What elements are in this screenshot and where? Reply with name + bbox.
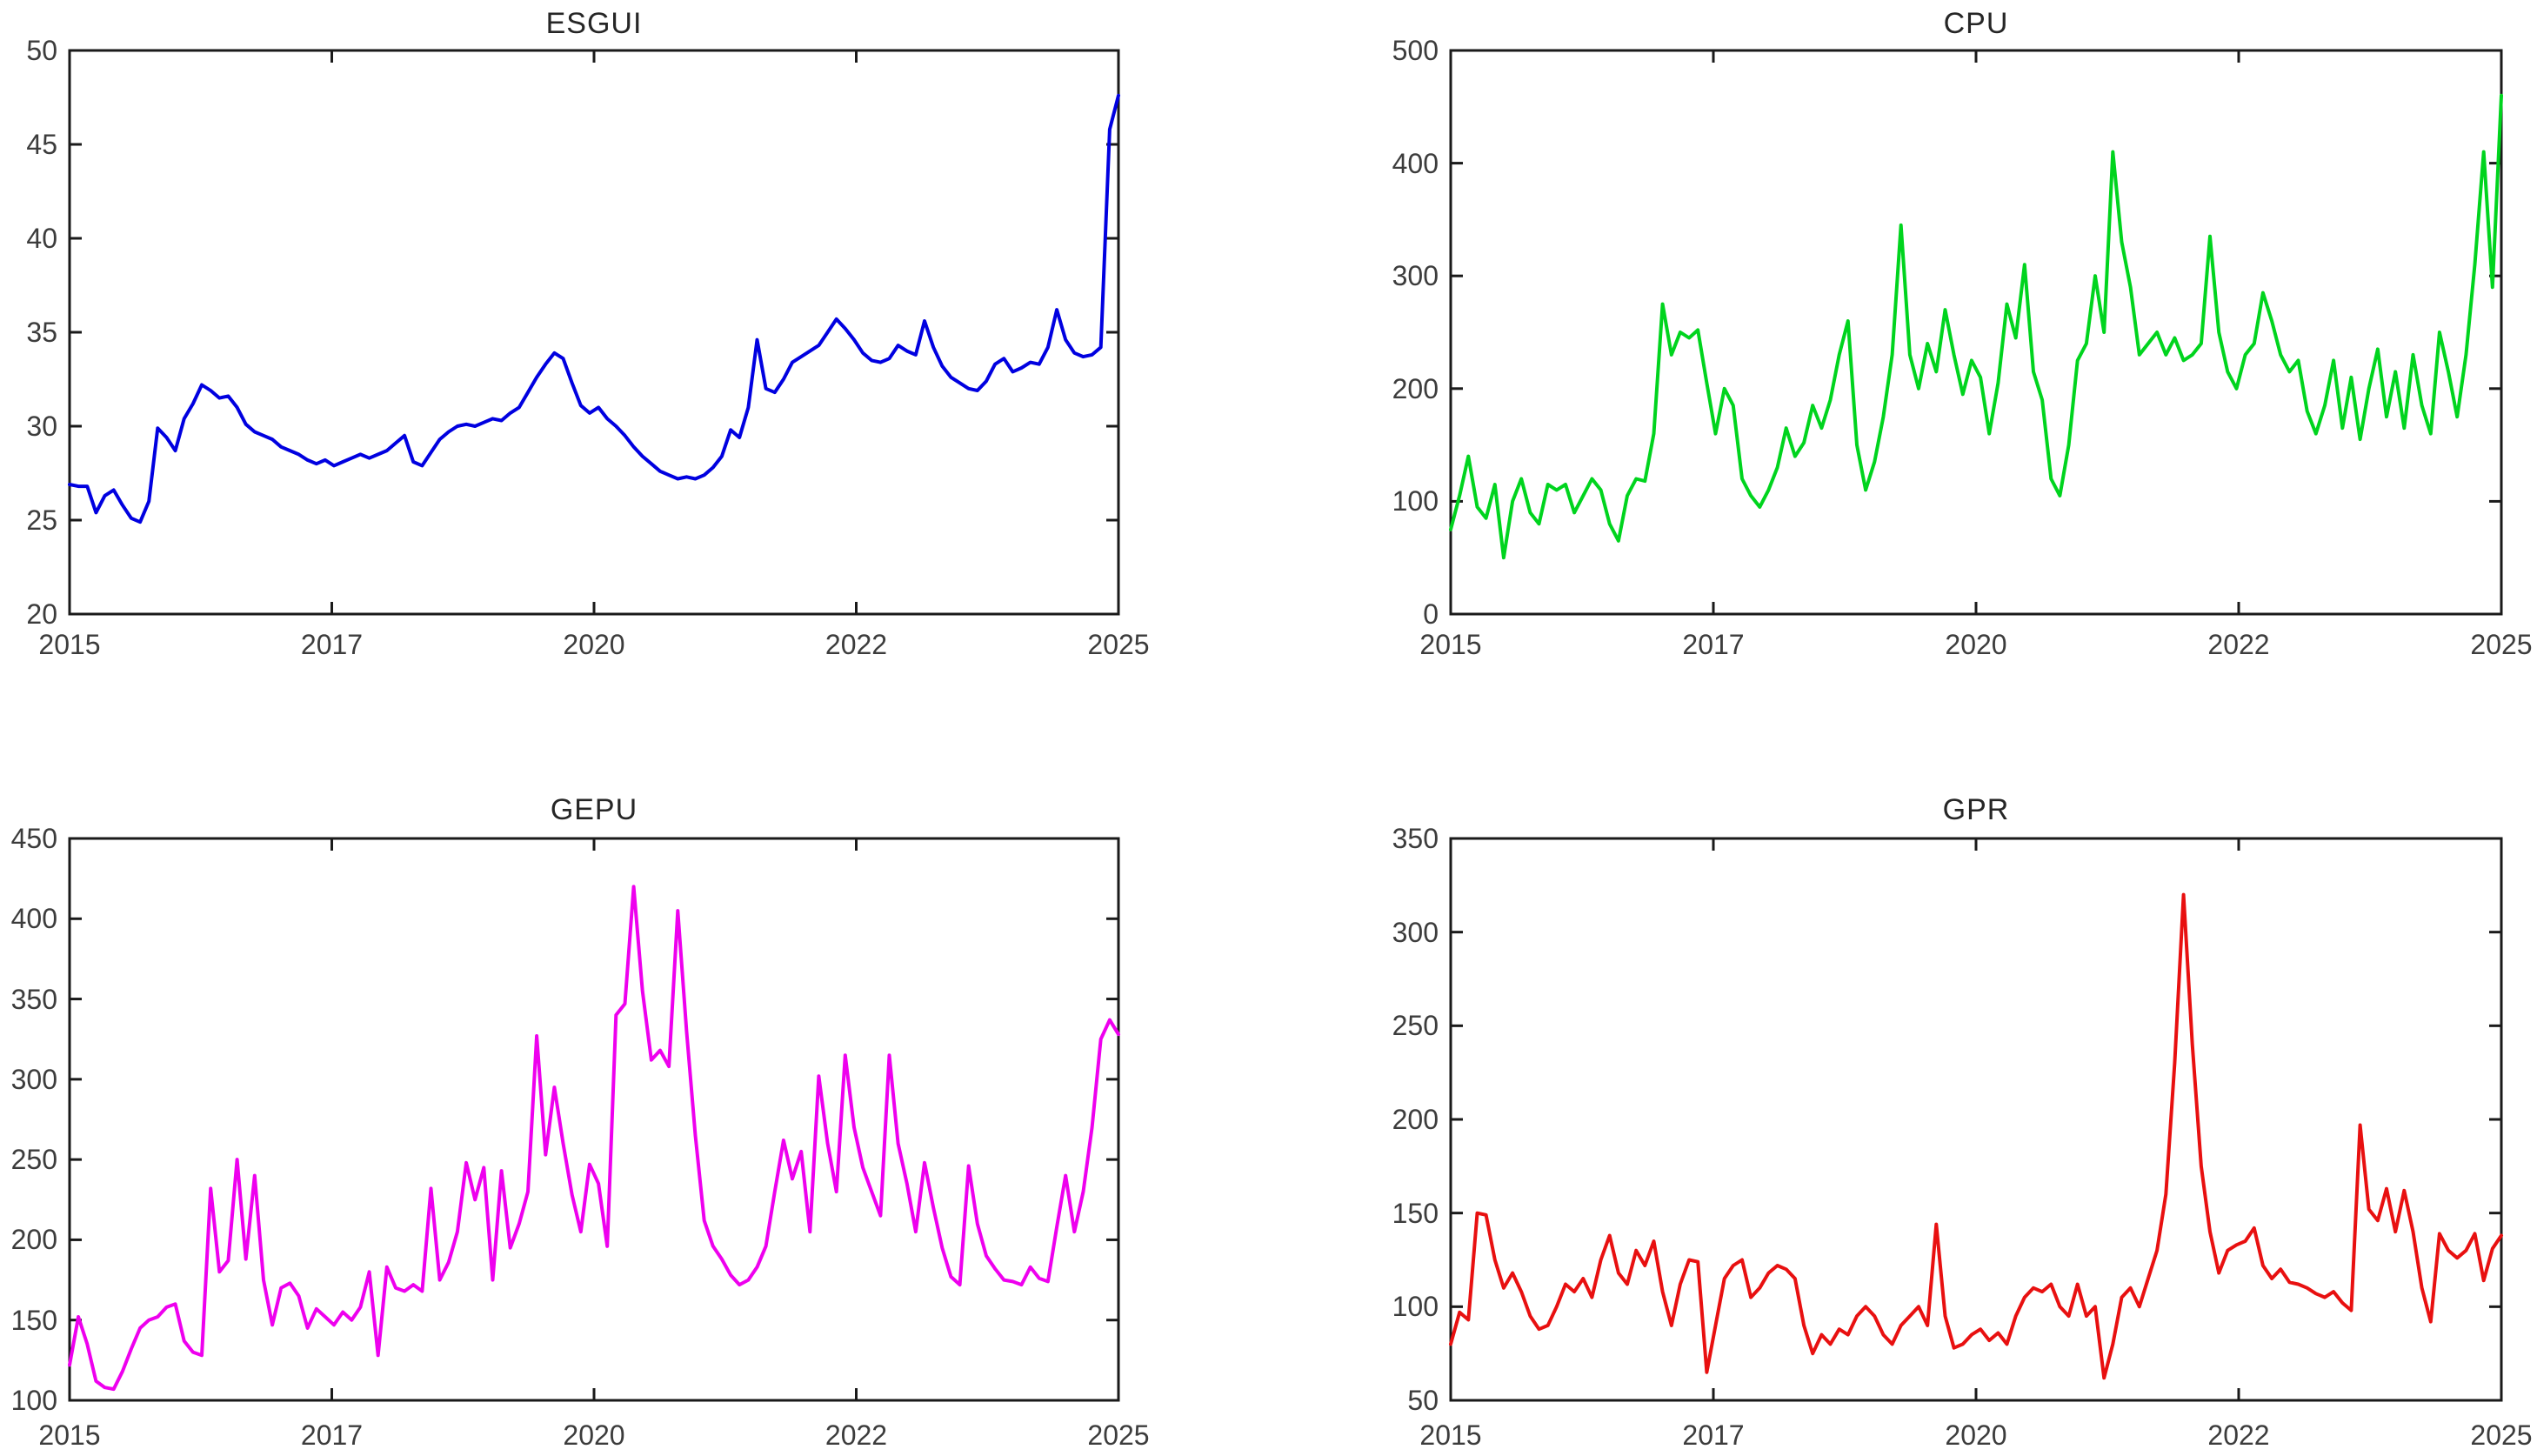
x-tick-label-gepu-2017: 2017	[300, 1419, 364, 1451]
y-tick-label-gpr-150: 150	[1392, 1197, 1439, 1229]
y-tick-label-gepu-300: 300	[10, 1063, 57, 1095]
x-tick-label-gepu-2025: 2025	[1087, 1419, 1150, 1451]
y-tick-label-esgui-25: 25	[26, 504, 57, 536]
y-tick-label-cpu-100: 100	[1392, 485, 1439, 518]
y-tick-label-gepu-250: 250	[10, 1144, 57, 1176]
y-tick-label-gepu-450: 450	[10, 823, 57, 854]
x-tick-label-gpr-2020: 2020	[1945, 1419, 2007, 1451]
series-line-gepu	[68, 885, 1120, 1392]
x-tick-label-cpu-2015: 2015	[1419, 629, 1482, 660]
y-tick-label-esgui-50: 50	[26, 35, 57, 66]
y-tick-label-esgui-20: 20	[26, 598, 57, 630]
chart-title-gpr: GPR	[1942, 793, 2010, 826]
x-tick-label-gpr-2022: 2022	[2207, 1419, 2270, 1451]
y-tick-label-gpr-300: 300	[1392, 916, 1439, 948]
y-tick-label-cpu-300: 300	[1392, 260, 1439, 292]
x-tick-label-gpr-2015: 2015	[1419, 1419, 1482, 1451]
y-tick-label-gepu-350: 350	[10, 983, 57, 1015]
x-tick-label-esgui-2017: 2017	[300, 629, 364, 660]
y-tick-label-esgui-40: 40	[26, 223, 57, 254]
y-tick-label-gpr-250: 250	[1392, 1010, 1439, 1042]
x-tick-label-gepu-2015: 2015	[38, 1419, 101, 1451]
y-tick-label-gepu-100: 100	[10, 1385, 57, 1416]
chart-title-cpu: CPU	[1943, 7, 2009, 40]
x-tick-label-cpu-2017: 2017	[1682, 629, 1745, 660]
x-tick-label-cpu-2025: 2025	[2470, 629, 2533, 660]
series-line-esgui	[68, 93, 1120, 524]
y-tick-label-esgui-30: 30	[26, 411, 57, 442]
chart-title-gepu: GEPU	[550, 793, 638, 826]
y-tick-label-gepu-200: 200	[10, 1224, 57, 1256]
x-tick-label-cpu-2020: 2020	[1945, 629, 2007, 660]
y-tick-label-gpr-200: 200	[1392, 1104, 1439, 1135]
y-tick-label-cpu-200: 200	[1392, 372, 1439, 404]
x-tick-label-esgui-2025: 2025	[1087, 629, 1150, 660]
x-tick-label-gpr-2025: 2025	[2470, 1419, 2533, 1451]
x-tick-label-esgui-2015: 2015	[38, 629, 101, 660]
y-tick-label-gepu-400: 400	[10, 903, 57, 935]
y-tick-label-gpr-50: 50	[1407, 1385, 1439, 1416]
y-tick-label-cpu-0: 0	[1423, 598, 1439, 630]
y-tick-label-esgui-35: 35	[26, 317, 57, 348]
x-tick-label-gpr-2017: 2017	[1682, 1419, 1745, 1451]
chart-title-esgui: ESGUI	[545, 7, 643, 40]
x-tick-label-gepu-2022: 2022	[825, 1419, 888, 1451]
y-tick-label-gpr-100: 100	[1392, 1291, 1439, 1323]
x-tick-label-gepu-2020: 2020	[563, 1419, 625, 1451]
series-line-cpu	[1449, 93, 2503, 560]
series-line-gpr	[1449, 892, 2503, 1380]
x-tick-label-esgui-2022: 2022	[825, 629, 888, 660]
x-tick-label-esgui-2020: 2020	[563, 629, 625, 660]
y-tick-label-gepu-150: 150	[10, 1304, 57, 1336]
y-tick-label-cpu-500: 500	[1392, 35, 1439, 66]
y-tick-label-esgui-45: 45	[26, 129, 57, 160]
y-tick-label-cpu-400: 400	[1392, 147, 1439, 179]
x-tick-label-cpu-2022: 2022	[2207, 629, 2270, 660]
y-tick-label-gpr-350: 350	[1392, 823, 1439, 854]
